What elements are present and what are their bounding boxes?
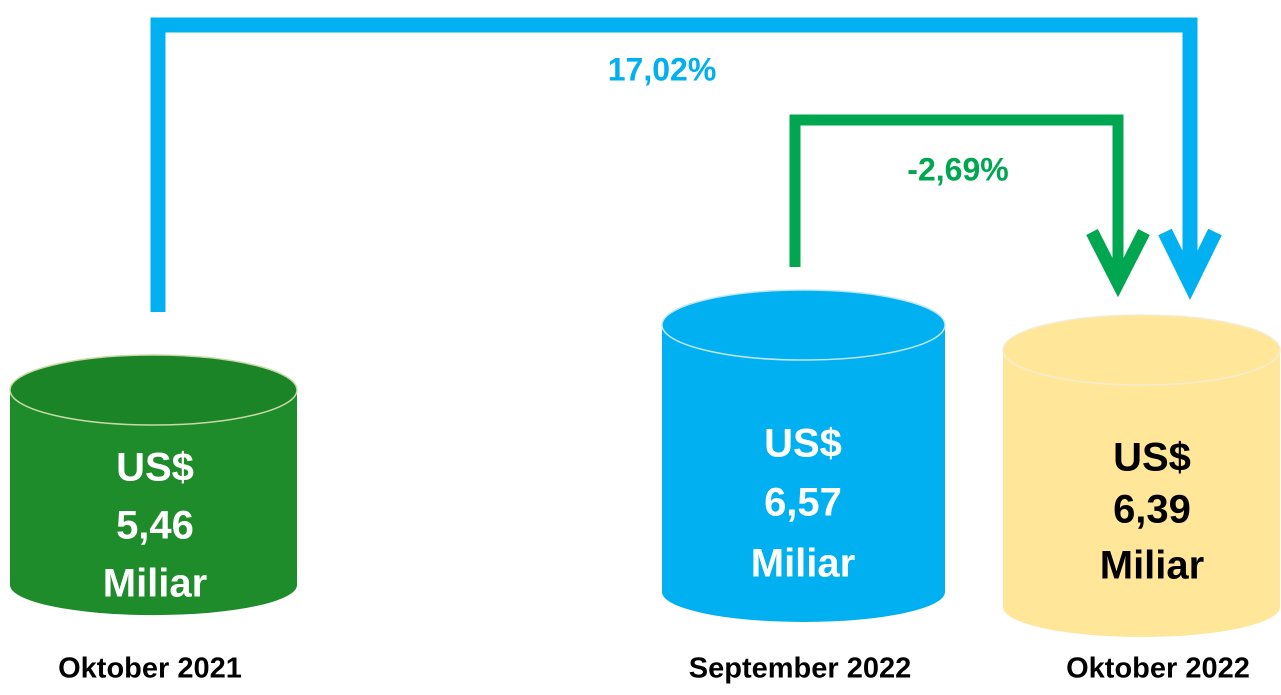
node-currency: US$ [1113,436,1191,480]
node-value: 6,57 [764,481,842,525]
node-label: Oktober 2022 [1066,653,1250,685]
node-label: September 2022 [689,653,911,685]
connector-label: -2,69% [907,151,1008,187]
connector-label: 17,02% [608,51,717,87]
arrowhead-short [1086,229,1150,298]
node-currency: US$ [116,446,194,490]
node-unit: Miliar [1100,544,1204,588]
node-value: 6,39 [1113,488,1191,532]
arrowhead-long [1158,228,1222,301]
cylinder [661,289,946,622]
connector-long [150,17,1198,312]
cylinder [9,354,298,616]
cylinder [1002,314,1281,637]
node-unit: Miliar [751,542,855,586]
node-unit: Miliar [103,562,207,606]
node-value: 5,46 [116,504,194,548]
connector-short [789,114,1124,275]
node-label: Oktober 2021 [58,653,242,685]
node-currency: US$ [764,422,842,466]
